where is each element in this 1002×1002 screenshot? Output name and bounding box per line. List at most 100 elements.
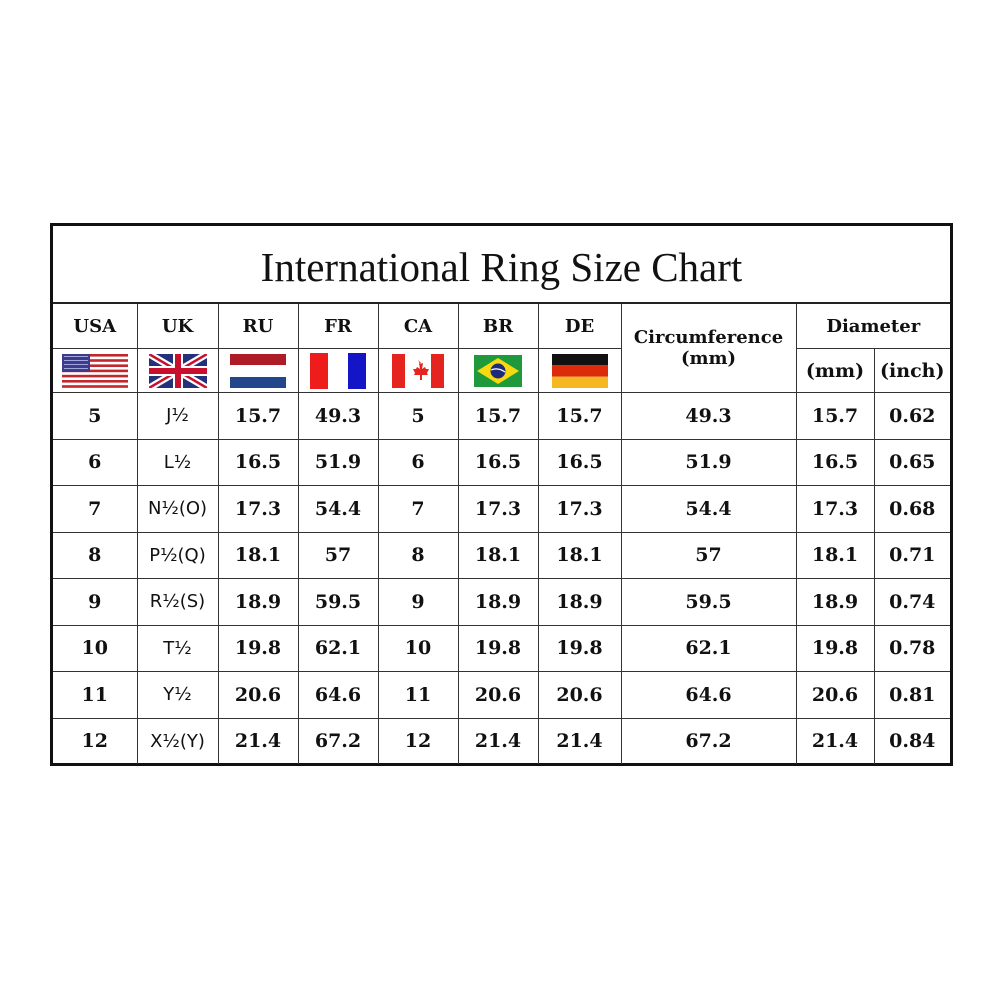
cell-circumference-mm: 54.4 [620, 485, 797, 533]
cell-de: 18.1 [537, 531, 622, 579]
cell-usa: 9 [53, 578, 138, 626]
table-row: 7 N½(O) 17.3 54.4 7 17.3 17.3 54.4 17.3 0.68 [53, 485, 951, 533]
cell-circumference-mm: 62.1 [620, 624, 797, 672]
cell-uk: P½(Q) [136, 531, 219, 579]
cell-ru: 17.3 [217, 485, 299, 533]
uk-flag-icon [136, 348, 219, 393]
cell-br: 18.1 [457, 531, 539, 579]
cell-diameter-mm: 21.4 [795, 717, 875, 764]
cell-fr: 62.1 [297, 624, 379, 672]
table-row: 9 R½(S) 18.9 59.5 9 18.9 18.9 59.5 18.9 0.74 [53, 578, 951, 626]
cell-uk: T½ [136, 624, 219, 672]
header-fr: FR [297, 304, 379, 349]
cell-diameter-mm: 18.9 [795, 578, 875, 626]
canada-flag-icon [377, 348, 459, 393]
table-row: 6 L½ 16.5 51.9 6 16.5 16.5 51.9 16.5 0.65 [53, 438, 951, 486]
cell-circumference-mm: 57 [620, 531, 797, 579]
ru-flag-icon [217, 348, 299, 393]
cell-ca: 10 [377, 624, 459, 672]
header-diameter: Diameter [795, 304, 951, 349]
cell-usa: 11 [53, 671, 138, 719]
header-ru: RU [217, 304, 299, 349]
cell-ru: 18.1 [217, 531, 299, 579]
cell-ru: 19.8 [217, 624, 299, 672]
cell-diameter-inch: 0.78 [873, 624, 951, 672]
cell-diameter-inch: 0.81 [873, 671, 951, 719]
cell-uk: X½(Y) [136, 717, 219, 764]
table-row: 11 Y½ 20.6 64.6 11 20.6 20.6 64.6 20.6 0.81 [53, 671, 951, 719]
cell-br: 15.7 [457, 392, 539, 440]
header-uk: UK [136, 304, 219, 349]
cell-de: 18.9 [537, 578, 622, 626]
brazil-flag-icon [457, 348, 539, 393]
cell-usa: 6 [53, 438, 138, 486]
cell-diameter-mm: 20.6 [795, 671, 875, 719]
cell-uk: Y½ [136, 671, 219, 719]
cell-ru: 18.9 [217, 578, 299, 626]
header-diameter-mm: (mm) [795, 348, 875, 393]
cell-fr: 54.4 [297, 485, 379, 533]
cell-ca: 11 [377, 671, 459, 719]
usa-flag-icon [53, 348, 138, 393]
cell-uk: J½ [136, 392, 219, 440]
cell-ca: 5 [377, 392, 459, 440]
cell-de: 15.7 [537, 392, 622, 440]
cell-br: 20.6 [457, 671, 539, 719]
cell-circumference-mm: 51.9 [620, 438, 797, 486]
cell-fr: 49.3 [297, 392, 379, 440]
cell-diameter-mm: 17.3 [795, 485, 875, 533]
table-row: 8 P½(Q) 18.1 57 8 18.1 18.1 57 18.1 0.71 [53, 531, 951, 579]
cell-br: 19.8 [457, 624, 539, 672]
cell-uk: R½(S) [136, 578, 219, 626]
cell-fr: 59.5 [297, 578, 379, 626]
cell-ca: 6 [377, 438, 459, 486]
header-usa: USA [53, 304, 138, 349]
header-ca: CA [377, 304, 459, 349]
header-circumference: Circumference (mm) [620, 304, 797, 393]
cell-br: 18.9 [457, 578, 539, 626]
cell-circumference-mm: 67.2 [620, 717, 797, 764]
cell-ru: 20.6 [217, 671, 299, 719]
cell-diameter-inch: 0.71 [873, 531, 951, 579]
cell-de: 16.5 [537, 438, 622, 486]
cell-diameter-mm: 18.1 [795, 531, 875, 579]
cell-usa: 5 [53, 392, 138, 440]
cell-diameter-inch: 0.62 [873, 392, 951, 440]
cell-diameter-mm: 16.5 [795, 438, 875, 486]
france-flag-icon [297, 348, 379, 393]
circumference-label: Circumference [633, 327, 784, 348]
cell-circumference-mm: 49.3 [620, 392, 797, 440]
cell-de: 21.4 [537, 717, 622, 764]
size-table: USA UK RU FR CA BR DE Circumference (mm)… [53, 304, 951, 764]
cell-br: 21.4 [457, 717, 539, 764]
cell-br: 16.5 [457, 438, 539, 486]
table-row: 12 X½(Y) 21.4 67.2 12 21.4 21.4 67.2 21.4 0.84 [53, 717, 951, 764]
cell-fr: 64.6 [297, 671, 379, 719]
header-br: BR [457, 304, 539, 349]
cell-circumference-mm: 59.5 [620, 578, 797, 626]
cell-diameter-mm: 15.7 [795, 392, 875, 440]
cell-fr: 67.2 [297, 717, 379, 764]
circumference-unit: (mm) [680, 348, 737, 369]
cell-usa: 10 [53, 624, 138, 672]
cell-diameter-inch: 0.84 [873, 717, 951, 764]
cell-circumference-mm: 64.6 [620, 671, 797, 719]
cell-uk: N½(O) [136, 485, 219, 533]
cell-uk: L½ [136, 438, 219, 486]
cell-usa: 12 [53, 717, 138, 764]
cell-ca: 7 [377, 485, 459, 533]
table-row: 5 J½ 15.7 49.3 5 15.7 15.7 49.3 15.7 0.62 [53, 392, 951, 440]
cell-diameter-inch: 0.74 [873, 578, 951, 626]
ring-size-table: International Ring Size Chart USA UK RU … [50, 223, 953, 766]
cell-de: 20.6 [537, 671, 622, 719]
cell-diameter-inch: 0.68 [873, 485, 951, 533]
cell-ca: 9 [377, 578, 459, 626]
cell-de: 17.3 [537, 485, 622, 533]
header-de: DE [537, 304, 622, 349]
cell-ru: 21.4 [217, 717, 299, 764]
cell-fr: 57 [297, 531, 379, 579]
cell-fr: 51.9 [297, 438, 379, 486]
header-diameter-inch: (inch) [873, 348, 951, 393]
table-row: 10 T½ 19.8 62.1 10 19.8 19.8 62.1 19.8 0.78 [53, 624, 951, 672]
cell-ru: 16.5 [217, 438, 299, 486]
